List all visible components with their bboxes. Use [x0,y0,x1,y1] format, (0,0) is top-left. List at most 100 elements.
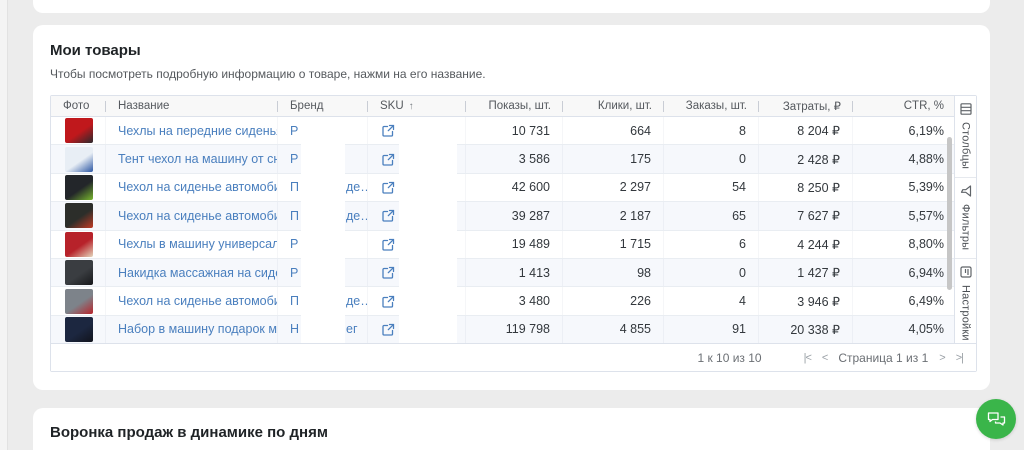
external-link-icon[interactable] [382,295,395,308]
clicks-cell: 175 [563,145,664,173]
impressions-cell: 119 798 [466,315,563,344]
sales-funnel-card: Воронка продаж в динамике по дням [33,408,990,450]
column-header-costs[interactable]: Затраты, ₽ [759,96,853,116]
clicks-cell: 1 715 [563,230,664,258]
name-cell: Чехол на сиденье автомобиля с … [106,173,278,202]
costs-cell: 4 244 ₽ [759,230,853,258]
page-left-gutter [0,0,8,450]
clicks-cell: 2 297 [563,173,664,202]
column-header-clicks[interactable]: Клики, шт. [563,96,664,116]
brand-link[interactable]: Р [290,123,299,138]
product-photo[interactable] [65,146,93,172]
product-name-link[interactable]: Набор в машину подарок мужчи… [118,322,278,337]
photo-cell [51,230,106,258]
product-name-link[interactable]: Чехлы в машину универсальные … [118,237,278,252]
orders-cell: 0 [664,258,759,287]
photo-cell [51,145,106,173]
impressions-cell: 19 489 [466,230,563,258]
brand-link-fragment[interactable]: де… [346,294,367,309]
brand-link[interactable]: П [290,180,299,195]
product-photo[interactable] [65,260,93,286]
last-page-button[interactable]: >| [955,351,964,364]
column-header-orders[interactable]: Заказы, шт. [664,96,759,116]
column-header-ctr[interactable]: CTR, % [853,96,956,116]
ctr-cell: 6,94% [908,265,944,280]
name-cell: Набор в машину подарок мужчи… [106,315,278,344]
external-link-icon[interactable] [382,266,395,279]
column-header-brand[interactable]: Бренд [278,96,368,116]
ctr-cell: 6,19% [908,123,944,138]
brand-link[interactable]: Р [290,265,299,280]
external-link-icon[interactable] [382,181,395,194]
ctr-cell: 5,57% [908,208,944,223]
costs-cell: 3 946 ₽ [759,287,853,315]
brand-link[interactable]: П [290,294,299,309]
previous-page-button[interactable]: < [821,351,829,364]
external-link-icon[interactable] [382,238,395,251]
name-cell: Чехол на сиденье автомобиля с … [106,202,278,230]
column-header-impressions[interactable]: Показы, шт. [466,96,563,116]
brand-link-fragment[interactable]: де… [346,180,367,195]
product-photo[interactable] [65,118,93,144]
tab-settings[interactable]: Настройки [955,259,976,344]
orders-cell: 6 [664,230,759,258]
pagination: |< < Страница 1 из 1 > >| [803,350,964,365]
sku-cell [368,145,466,173]
vertical-scrollbar[interactable] [947,137,952,290]
photo-cell [51,258,106,287]
support-chat-button[interactable] [976,399,1016,439]
orders-cell: 0 [664,145,759,173]
sort-ascending-icon: ↑ [408,100,414,112]
brand-link[interactable]: Р [290,152,299,167]
table-row: Чехол на сиденье автомобиля с … Пде… 3 4… [51,287,956,316]
costs-cell: 2 428 ₽ [759,145,853,173]
brand-link[interactable]: П [290,208,299,223]
product-photo[interactable] [65,203,93,229]
previous-card-bottom [33,0,990,13]
page-indicator: Страница 1 из 1 [838,350,929,365]
product-photo[interactable] [65,288,93,314]
tab-columns-label: Столбцы [959,122,972,170]
first-page-button[interactable]: |< [803,351,812,364]
funnel-section-title: Воронка продаж в динамике по дням [50,424,328,441]
table-footer: 1 к 10 из 10 |< < Страница 1 из 1 > >| [51,343,976,371]
tab-filters[interactable]: Фильтры [955,178,976,260]
photo-cell [51,287,106,315]
column-header-sku[interactable]: SKU ↑ [368,96,466,116]
clicks-cell: 226 [563,287,664,315]
brand-link[interactable]: Н [290,322,300,337]
column-header-photo[interactable]: Фото [51,96,106,116]
sku-cell [368,117,466,145]
brand-link[interactable]: Р [290,237,299,252]
next-page-button[interactable]: > [939,351,946,364]
sku-cell [368,287,466,315]
ctr-cell: 4,05% [908,322,944,337]
product-name-link[interactable]: Чехол на сиденье автомобиля с … [118,294,277,309]
product-name-link[interactable]: Тент чехол на машину от снега и … [118,152,277,167]
product-photo[interactable] [65,174,93,200]
table-row: Тент чехол на машину от снега и … Р 3 58… [51,145,956,174]
clicks-cell: 2 187 [563,202,664,230]
external-link-icon[interactable] [382,323,395,336]
brand-link-fragment[interactable]: ег [346,322,358,337]
product-photo[interactable] [65,316,93,342]
external-link-icon[interactable] [382,209,395,223]
product-name-link[interactable]: Чехлы на передние сиденья авто… [118,123,277,138]
brand-cell: Р [278,258,368,287]
product-photo[interactable] [65,231,93,257]
tab-filters-label: Фильтры [959,204,972,251]
table-row: Чехол на сиденье автомобиля с … Пде… 39 … [51,202,956,231]
product-name-link[interactable]: Чехол на сиденье автомобиля с … [118,180,277,195]
tab-columns[interactable]: Столбцы [955,96,976,179]
redaction-overlay-brand [301,117,345,344]
external-link-icon[interactable] [382,153,395,166]
external-link-icon[interactable] [382,124,395,137]
column-header-name[interactable]: Название [106,96,278,116]
product-name-link[interactable]: Накидка массажная на сиденье а… [118,265,277,280]
product-name-link[interactable]: Чехол на сиденье автомобиля с … [118,208,277,223]
brand-cell: Р [278,145,368,173]
settings-icon [959,266,972,278]
brand-link-fragment[interactable]: де… [346,208,367,223]
